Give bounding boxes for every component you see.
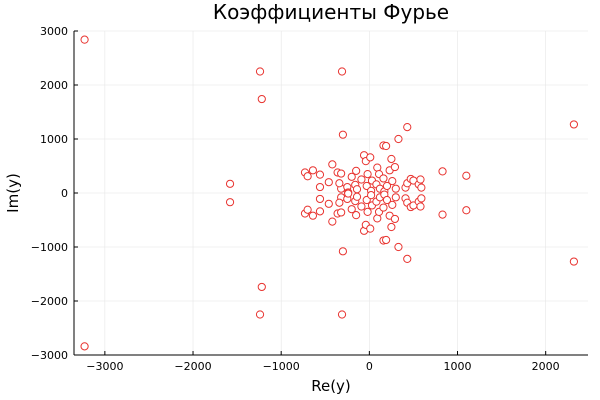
data-point — [225, 198, 235, 207]
data-point — [324, 178, 333, 187]
data-point — [335, 179, 344, 188]
data-point — [335, 198, 344, 207]
data-point — [303, 172, 312, 181]
data-point — [391, 184, 400, 193]
data-points — [80, 35, 578, 351]
data-point — [344, 189, 353, 198]
data-point — [382, 195, 392, 205]
data-point — [357, 202, 366, 211]
data-point — [338, 130, 348, 139]
x-tick-label: 2000 — [532, 360, 560, 373]
y-axis-label: Im(y) — [4, 173, 22, 213]
data-point — [394, 134, 403, 144]
data-point — [257, 94, 266, 104]
data-point — [379, 174, 388, 183]
y-axis-ticks: −3000 −2000 −1000 0 1000 2000 3000 — [31, 25, 78, 362]
data-point — [388, 200, 397, 209]
data-point — [417, 183, 426, 192]
data-point — [308, 166, 318, 175]
y-tick-label: 2000 — [40, 79, 68, 92]
data-point — [347, 172, 356, 181]
data-point — [80, 35, 89, 44]
x-tick-label: 0 — [366, 360, 373, 373]
data-point — [363, 207, 372, 216]
data-point — [337, 67, 347, 76]
data-point — [303, 205, 312, 214]
data-point — [367, 191, 376, 200]
data-point — [337, 310, 347, 319]
data-point — [417, 194, 426, 203]
data-point — [390, 162, 400, 172]
x-tick-label: −2000 — [174, 360, 211, 373]
data-point — [80, 342, 89, 351]
grid — [74, 30, 588, 356]
data-point — [438, 210, 447, 219]
data-point — [337, 208, 346, 217]
data-point — [387, 222, 396, 232]
data-point — [382, 235, 391, 245]
data-point — [366, 224, 375, 233]
data-point — [338, 247, 348, 256]
data-point — [225, 179, 235, 188]
data-point — [315, 182, 325, 192]
data-point — [416, 175, 425, 184]
data-point — [315, 170, 325, 179]
data-point — [394, 242, 403, 252]
data-point — [324, 199, 333, 208]
y-tick-label: 3000 — [40, 25, 68, 38]
data-point — [352, 185, 362, 194]
data-point — [255, 310, 265, 319]
data-point — [352, 211, 361, 220]
data-point — [363, 170, 372, 179]
y-tick-label: −2000 — [31, 295, 68, 308]
data-point — [569, 120, 578, 129]
data-point — [352, 192, 362, 201]
x-tick-label: −3000 — [86, 360, 123, 373]
data-point — [462, 171, 471, 180]
data-point — [366, 153, 375, 162]
x-axis-ticks: −3000 −2000 −1000 0 1000 2000 — [86, 351, 560, 373]
data-point — [257, 282, 266, 292]
data-point — [379, 203, 388, 212]
data-point — [357, 175, 366, 184]
data-point — [387, 154, 396, 164]
data-point — [391, 193, 400, 202]
data-point — [416, 202, 425, 211]
data-point — [352, 166, 361, 175]
data-point — [347, 205, 356, 214]
data-point — [315, 194, 325, 204]
data-point — [255, 67, 265, 76]
x-tick-label: −1000 — [263, 360, 300, 373]
data-point — [462, 206, 471, 215]
data-point — [337, 169, 346, 178]
data-point — [328, 160, 337, 169]
data-point — [308, 211, 318, 220]
data-point — [315, 207, 325, 216]
data-point — [438, 167, 447, 176]
data-point — [569, 257, 578, 266]
y-tick-label: −3000 — [31, 349, 68, 362]
data-point — [328, 217, 337, 226]
x-tick-label: 1000 — [444, 360, 472, 373]
data-point — [403, 254, 412, 263]
data-point — [388, 177, 397, 186]
data-point — [382, 141, 391, 151]
y-tick-label: −1000 — [31, 241, 68, 254]
y-tick-label: 0 — [61, 187, 68, 200]
data-point — [403, 123, 412, 132]
data-point — [382, 181, 392, 191]
data-point — [390, 214, 400, 224]
x-axis-label: Re(y) — [311, 377, 351, 395]
y-tick-label: 1000 — [40, 133, 68, 146]
chart-title: Коэффициенты Фурье — [213, 0, 449, 24]
